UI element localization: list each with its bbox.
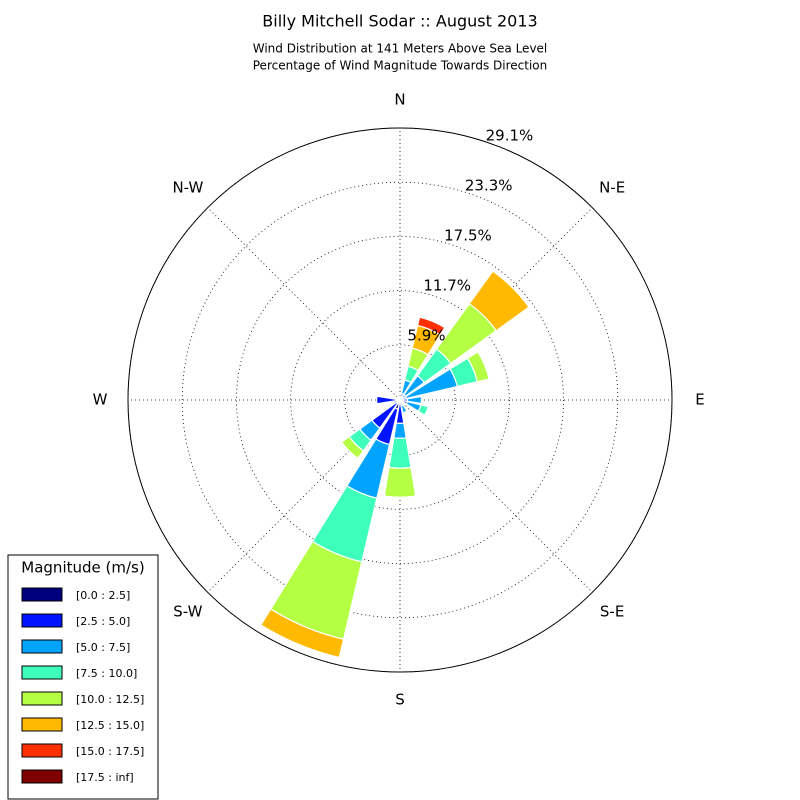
- direction-label: N: [394, 91, 405, 109]
- r-tick-label: 29.1%: [486, 126, 534, 144]
- r-tick-label: 5.9%: [407, 327, 445, 345]
- bar-segment: [376, 395, 397, 405]
- legend-swatch: [21, 613, 63, 628]
- direction-label: N-W: [172, 178, 203, 196]
- chart-title: Billy Mitchell Sodar :: August 2013: [262, 12, 537, 31]
- legend-swatch: [21, 743, 63, 758]
- r-tick-label: 23.3%: [465, 176, 513, 194]
- radial-grid-line: [290, 290, 510, 510]
- bar-segment: [417, 404, 429, 417]
- legend-label: [10.0 : 12.5]: [76, 693, 144, 706]
- legend-label: [17.5 : inf]: [76, 771, 134, 784]
- bar-segment: [406, 395, 423, 405]
- bar-segment: [393, 422, 407, 439]
- legend-swatch: [21, 665, 63, 680]
- legend: Magnitude (m/s) [0.0 : 2.5] [2.5 : 5.0] [5.…: [7, 554, 159, 800]
- bar-segment: [340, 435, 365, 460]
- legend-label: [5.0 : 7.5]: [76, 641, 130, 654]
- angular-grid-line: [207, 207, 401, 401]
- legend-label: [7.5 : 10.0]: [76, 667, 137, 680]
- r-tick-label: 17.5%: [444, 226, 492, 244]
- legend-swatch: [21, 691, 63, 706]
- angular-grid-line: [399, 399, 593, 593]
- radial-grid-line: [344, 344, 456, 456]
- bar-segment: [383, 466, 417, 498]
- direction-label: S-W: [173, 603, 202, 621]
- bar-segment: [416, 316, 446, 336]
- bar-segment: [468, 270, 530, 332]
- bar-segment: [388, 437, 412, 469]
- legend-swatch: [21, 769, 63, 784]
- bar-segment: [397, 395, 401, 400]
- legend-label: [0.0 : 2.5]: [76, 589, 130, 602]
- polar-frame: [127, 127, 673, 673]
- legend-swatch: [21, 717, 63, 732]
- bar-segment: [400, 403, 408, 414]
- r-tick-label: 11.7%: [423, 277, 471, 295]
- direction-label: S-E: [600, 603, 624, 621]
- bar-segment: [260, 608, 345, 659]
- bar-segment: [466, 351, 490, 383]
- polar-area: N N-E E S-E S S-W W N-W 5.9% 11.7% 17.5% 23.3% 29.1%: [93, 91, 705, 709]
- legend-label: [15.0 : 17.5]: [76, 745, 144, 758]
- legend-title: Magnitude (m/s): [21, 559, 144, 577]
- direction-label: E: [695, 391, 704, 409]
- chart-subtitle: Wind Distribution at 141 Meters Above Se…: [253, 42, 548, 56]
- legend-swatch: [21, 587, 63, 602]
- angular-grid-line: [207, 399, 401, 593]
- radial-grid-line: [236, 236, 564, 564]
- direction-label: N-E: [599, 178, 625, 196]
- direction-label: W: [93, 391, 108, 409]
- legend-label: [2.5 : 5.0]: [76, 615, 130, 628]
- direction-label: S: [395, 691, 405, 709]
- legend-swatch: [21, 639, 63, 654]
- radial-grid-line: [181, 181, 619, 619]
- legend-label: [12.5 : 15.0]: [76, 719, 144, 732]
- chart-subtitle: Percentage of Wind Magnitude Towards Dir…: [253, 59, 547, 73]
